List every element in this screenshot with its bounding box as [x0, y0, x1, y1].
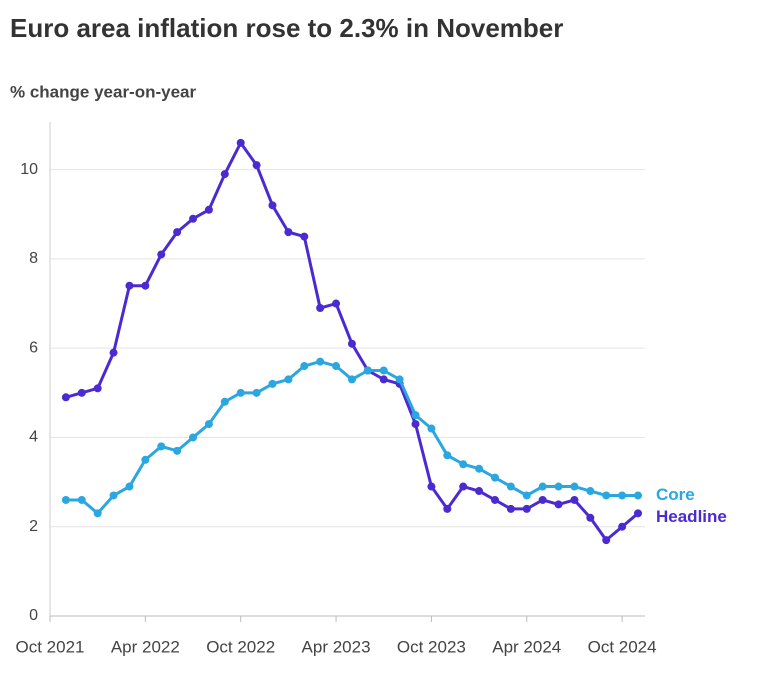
data-point	[268, 379, 277, 388]
data-point	[316, 357, 325, 366]
data-point	[522, 504, 531, 513]
data-point	[586, 487, 595, 496]
x-tick-label: Apr 2022	[111, 637, 180, 656]
data-point	[284, 375, 293, 384]
data-point	[204, 205, 213, 214]
data-point	[300, 232, 309, 241]
data-point	[93, 384, 102, 393]
data-point	[141, 455, 150, 464]
data-point	[347, 375, 356, 384]
data-point	[395, 375, 404, 384]
y-tick-label: 0	[29, 607, 38, 624]
data-point	[252, 388, 261, 397]
data-point	[618, 491, 627, 500]
data-point	[173, 446, 182, 455]
series-label: Core	[656, 485, 695, 504]
data-point	[125, 281, 134, 290]
data-point	[554, 500, 563, 509]
data-point	[490, 473, 499, 482]
chart-subtitle: % change year-on-year	[10, 82, 197, 101]
x-tick-label: Oct 2021	[16, 637, 85, 656]
data-point	[125, 482, 134, 491]
series-label: Headline	[656, 507, 727, 526]
data-point	[109, 348, 118, 357]
data-point	[538, 495, 547, 504]
data-point	[236, 388, 245, 397]
x-tick-label: Oct 2022	[206, 637, 275, 656]
data-point	[189, 433, 198, 442]
data-point	[602, 536, 611, 545]
data-point	[506, 504, 515, 513]
x-tick-label: Apr 2023	[302, 637, 371, 656]
data-point	[570, 482, 579, 491]
data-point	[522, 491, 531, 500]
data-point	[634, 491, 642, 500]
data-point	[618, 522, 627, 531]
data-point	[586, 513, 595, 522]
data-point	[379, 375, 388, 384]
data-point	[300, 362, 309, 371]
data-point	[141, 281, 150, 290]
data-point	[204, 420, 213, 429]
data-point	[157, 442, 166, 451]
data-point	[157, 250, 166, 259]
data-point	[236, 138, 245, 147]
data-point	[475, 464, 484, 473]
data-point	[332, 362, 341, 371]
data-point	[220, 170, 229, 179]
data-point	[109, 491, 118, 500]
data-point	[189, 214, 198, 223]
data-point	[268, 201, 277, 210]
data-point	[475, 487, 484, 496]
data-point	[93, 509, 102, 518]
x-tick-label: Apr 2024	[492, 637, 561, 656]
data-point	[173, 228, 182, 237]
data-point	[252, 161, 261, 170]
y-tick-label: 4	[29, 429, 38, 446]
data-point	[602, 491, 611, 500]
data-point	[332, 299, 341, 308]
data-point	[570, 495, 579, 504]
data-point	[77, 388, 86, 397]
y-tick-label: 10	[20, 161, 38, 178]
data-point	[411, 420, 420, 429]
data-point	[61, 495, 70, 504]
data-point	[61, 393, 70, 402]
data-point	[443, 451, 452, 460]
data-point	[443, 504, 452, 513]
data-point	[459, 460, 468, 469]
data-point	[634, 509, 642, 518]
data-point	[316, 304, 325, 313]
data-point	[379, 366, 388, 375]
x-tick-label: Oct 2024	[588, 637, 657, 656]
data-point	[411, 411, 420, 420]
data-point	[77, 495, 86, 504]
y-tick-label: 2	[29, 518, 38, 535]
x-tick-label: Oct 2023	[397, 637, 466, 656]
data-point	[490, 495, 499, 504]
data-point	[554, 482, 563, 491]
data-point	[284, 228, 293, 237]
chart-title: Euro area inflation rose to 2.3% in Nove…	[10, 13, 563, 43]
data-point	[427, 424, 436, 433]
data-point	[538, 482, 547, 491]
data-point	[427, 482, 436, 491]
data-point	[220, 397, 229, 406]
data-point	[363, 366, 372, 375]
data-point	[506, 482, 515, 491]
data-point	[459, 482, 468, 491]
data-point	[347, 339, 356, 348]
y-tick-label: 8	[29, 250, 38, 267]
y-tick-label: 6	[29, 339, 38, 356]
